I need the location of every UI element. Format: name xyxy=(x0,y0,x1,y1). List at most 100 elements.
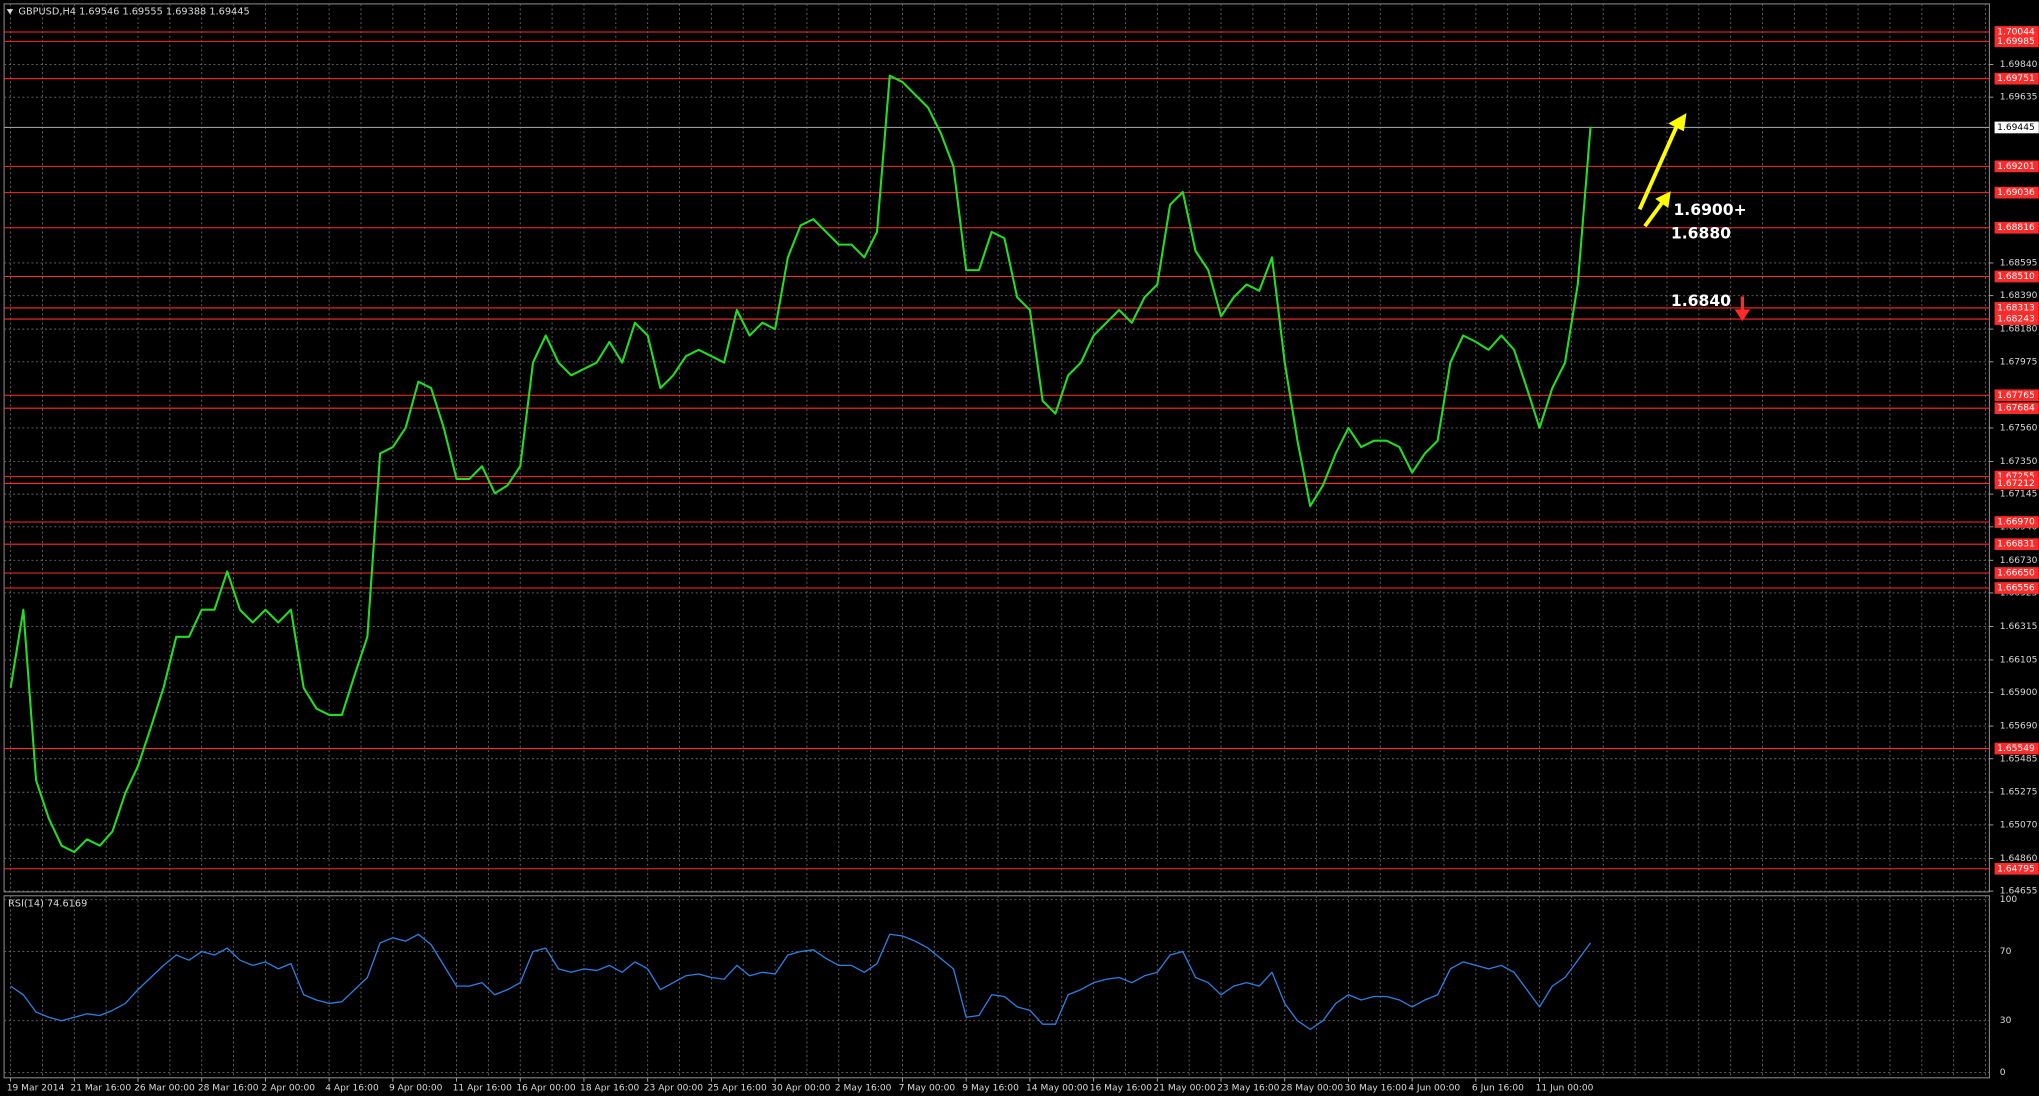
x-tick-label: 16 Apr 00:00 xyxy=(516,1084,576,1094)
arrow xyxy=(1643,200,1665,228)
level-tag xyxy=(1994,470,2039,483)
x-tick-label: 18 Apr 16:00 xyxy=(580,1084,640,1094)
x-tick-label: 21 May 00:00 xyxy=(1153,1084,1216,1094)
level-tag xyxy=(1994,160,2039,173)
level-label: 1.69985 xyxy=(1997,37,2035,47)
level-label: 1.68816 xyxy=(1997,223,2035,233)
y-tick-label: 1.64860 xyxy=(2000,854,2038,864)
level-tag xyxy=(1994,582,2039,594)
x-tick-label: 28 Mar 16:00 xyxy=(198,1084,259,1094)
level-label: 1.68243 xyxy=(1997,315,2035,325)
level-label: 1.66650 xyxy=(1997,569,2035,579)
level-tag xyxy=(1994,742,2039,755)
level-label: 1.68510 xyxy=(1997,272,2035,282)
y-tick-label: 1.64655 xyxy=(2000,887,2038,897)
menu-arrow[interactable] xyxy=(6,9,14,15)
y-tick-label: 1.65275 xyxy=(2000,788,2038,798)
level-label: 1.67684 xyxy=(1997,404,2035,414)
y-tick-label: 1.67560 xyxy=(2000,423,2038,433)
y-tick-label: 1.65900 xyxy=(2000,688,2038,698)
level-tag xyxy=(1994,313,2039,325)
x-tick-label: 19 Mar 2014 xyxy=(7,1084,65,1094)
level-label: 1.69201 xyxy=(1997,162,2035,172)
arrow-head xyxy=(1668,113,1687,132)
level-label: 1.67255 xyxy=(1997,472,2035,482)
annotation: 1.6840 xyxy=(1671,292,1731,310)
level-tag xyxy=(1994,221,2039,234)
arrow-head xyxy=(1734,309,1751,322)
level-label: 1.67765 xyxy=(1997,391,2035,401)
grid xyxy=(4,3,1990,1078)
annotation: 1.6900+ xyxy=(1673,201,1746,219)
x-tick-label: 9 Apr 00:00 xyxy=(389,1084,443,1094)
level-label: 1.64795 xyxy=(1997,864,2035,874)
arrow xyxy=(1637,124,1680,211)
x-tick-label: 6 Jun 16:00 xyxy=(1472,1084,1524,1094)
chart-title: GBPUSD,H4 1.69546 1.69555 1.69388 1.6944… xyxy=(18,7,249,18)
level-label: 1.65549 xyxy=(1997,744,2035,754)
level-label: 1.66556 xyxy=(1997,584,2035,594)
x-tick-label: 23 Apr 00:00 xyxy=(644,1084,704,1094)
level-label: 1.70044 xyxy=(1997,27,2035,37)
arrow-head xyxy=(1655,191,1671,209)
level-label: 1.66831 xyxy=(1997,540,2035,550)
y-tick-label: 1.68595 xyxy=(2000,258,2038,268)
x-tick-label: 14 May 00:00 xyxy=(1026,1084,1089,1094)
level-tag xyxy=(1994,72,2039,85)
x-tick-label: 30 May 16:00 xyxy=(1345,1084,1408,1094)
main-pane xyxy=(3,3,1990,893)
y-tick-label: 1.66730 xyxy=(2000,556,2038,566)
x-tick-label: 7 May 00:00 xyxy=(899,1084,956,1094)
y-tick-label: 1.65070 xyxy=(2000,820,2038,830)
y-tick-label: 1.66315 xyxy=(2000,622,2038,632)
x-tick-label: 2 Apr 00:00 xyxy=(262,1084,316,1094)
rsi-tick-label: 70 xyxy=(2000,947,2012,957)
x-tick-label: 16 May 16:00 xyxy=(1090,1084,1153,1094)
y-tick-label: 1.67145 xyxy=(2000,490,2038,500)
x-tick-label: 21 Mar 16:00 xyxy=(70,1084,131,1094)
level-tag xyxy=(1994,35,2039,48)
x-tick-label: 9 May 16:00 xyxy=(962,1084,1019,1094)
level-tag xyxy=(1994,516,2039,528)
price-tag xyxy=(1994,121,2039,134)
level-tag xyxy=(1994,389,2039,402)
y-tick-label: 1.66105 xyxy=(2000,655,2038,665)
level-label: 1.68313 xyxy=(1997,303,2035,313)
x-tick-label: 26 Mar 00:00 xyxy=(134,1084,195,1094)
x-tick-label: 11 Jun 00:00 xyxy=(1536,1084,1594,1094)
level-label: 1.69036 xyxy=(1997,188,2035,198)
y-tick-label: 1.69635 xyxy=(2000,93,2038,103)
rsi-title: RSI(14) 74.6169 xyxy=(8,899,87,910)
level-tag xyxy=(1994,477,2039,490)
x-tick-label: 4 Jun 00:00 xyxy=(1408,1084,1460,1094)
axes: 1.69840 1.69635 1.68595 1.68390 1.68180 1.679… xyxy=(7,26,2039,1094)
level-tag xyxy=(1994,402,2039,415)
level-tag xyxy=(1994,270,2039,283)
rsi-tick-label: 100 xyxy=(2000,895,2018,905)
x-tick-label: 30 Apr 00:00 xyxy=(771,1084,831,1094)
y-tick-label: 1.68180 xyxy=(2000,325,2038,335)
level-tag xyxy=(1994,186,2039,199)
annotation: 1.6880 xyxy=(1671,225,1731,243)
level-tag xyxy=(1994,567,2039,579)
x-tick-label: 23 May 16:00 xyxy=(1217,1084,1280,1094)
y-tick-label: 1.67975 xyxy=(2000,357,2038,367)
level-tag xyxy=(1994,862,2039,875)
rsi-line xyxy=(10,933,1592,1031)
level-label: 1.66970 xyxy=(1997,518,2035,528)
x-tick-label: 25 Apr 16:00 xyxy=(707,1084,767,1094)
x-tick-label: 2 May 16:00 xyxy=(835,1084,892,1094)
y-tick-label: 1.69840 xyxy=(2000,60,2038,70)
y-tick-label: 1.65690 xyxy=(2000,722,2038,732)
level-tag xyxy=(1994,26,2039,38)
rsi-tick-label: 0 xyxy=(2000,1068,2006,1078)
y-tick-label: 1.68390 xyxy=(2000,291,2038,301)
level-label: 1.69751 xyxy=(1997,74,2035,84)
x-tick-label: 11 Apr 16:00 xyxy=(453,1084,513,1094)
level-label: 1.67212 xyxy=(1997,479,2035,489)
x-tick-label: 28 May 00:00 xyxy=(1281,1084,1344,1094)
price-line-series xyxy=(9,74,1592,854)
